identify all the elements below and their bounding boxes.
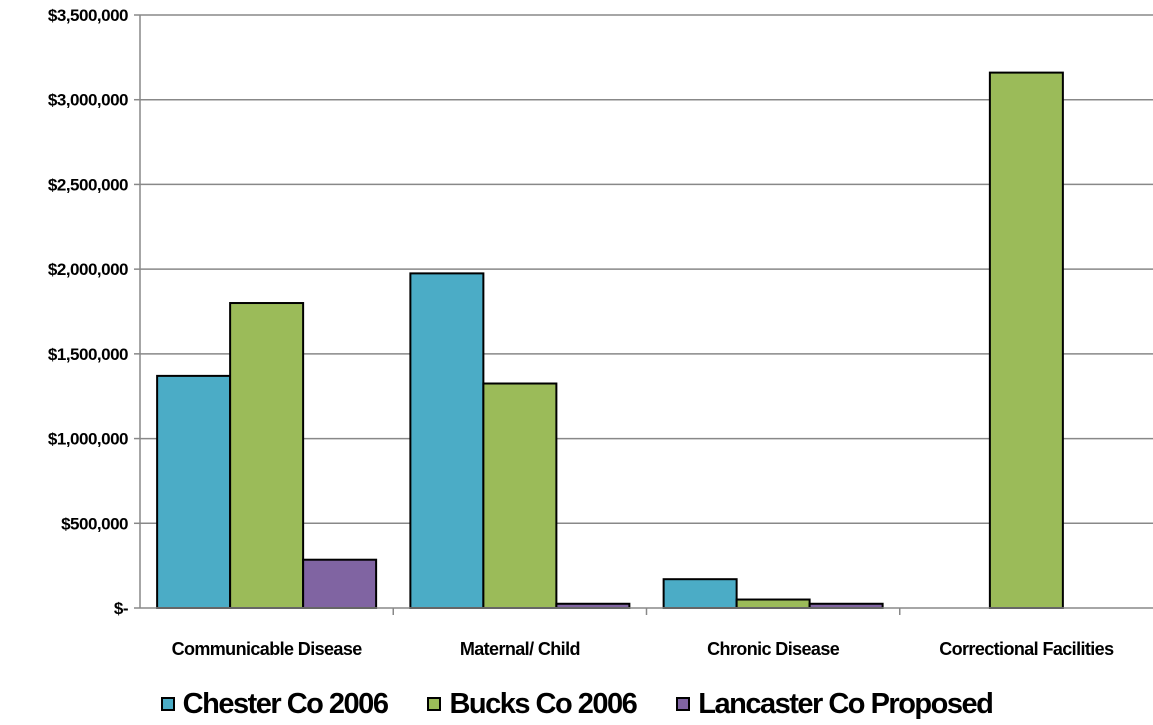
y-tick-label: $-: [114, 599, 128, 618]
y-tick-labels: $- $500,000 $1,000,000 $1,500,000 $2,000,000…: [48, 6, 129, 618]
bar-chester-co-2006: [156, 374, 232, 609]
y-tick-label: $500,000: [61, 514, 128, 533]
bar-lancaster-co-proposed: [302, 558, 378, 609]
bars: [156, 71, 1064, 609]
legend-swatch-lancaster: [676, 697, 691, 711]
legend-label-chester: Chester Co 2006: [182, 687, 389, 720]
bar-chester-co-2006: [662, 578, 738, 609]
legend: Chester Co 2006 Bucks Co 2006 Lancaster …: [0, 684, 1153, 724]
bar-bucks-co-2006: [229, 302, 305, 609]
y-tick-label: $3,500,000: [48, 6, 128, 25]
legend-item-bucks: Bucks Co 2006: [427, 687, 638, 721]
legend-item-lancaster: Lancaster Co Proposed: [676, 687, 994, 721]
y-tick-label: $2,500,000: [48, 175, 128, 194]
y-tick-label: $1,500,000: [48, 345, 128, 364]
x-category-label: Communicable Disease: [172, 639, 363, 659]
bar-bucks-co-2006: [482, 382, 558, 609]
bar-chart: $- $500,000 $1,000,000 $1,500,000 $2,000,000…: [48, 6, 1153, 659]
legend-swatch-chester: [160, 697, 175, 711]
x-category-label: Maternal/ Child: [460, 639, 580, 659]
legend-label-bucks: Bucks Co 2006: [449, 687, 637, 720]
legend-item-chester: Chester Co 2006: [160, 687, 389, 721]
y-tick-label: $3,000,000: [48, 91, 128, 110]
bar-bucks-co-2006: [735, 598, 811, 609]
y-tick-label: $1,000,000: [48, 430, 128, 449]
x-category-label: Correctional Facilities: [939, 639, 1114, 659]
bar-bucks-co-2006: [988, 71, 1064, 609]
x-category-label: Chronic Disease: [707, 639, 840, 659]
bar-chester-co-2006: [409, 272, 485, 609]
gridlines: [140, 14, 1153, 525]
legend-label-lancaster: Lancaster Co Proposed: [698, 687, 994, 720]
legend-swatch-bucks: [427, 697, 442, 711]
x-category-labels: Communicable Disease Maternal/ Child Chron…: [172, 639, 1115, 659]
y-tick-label: $2,000,000: [48, 260, 128, 279]
axes: [134, 14, 1153, 615]
